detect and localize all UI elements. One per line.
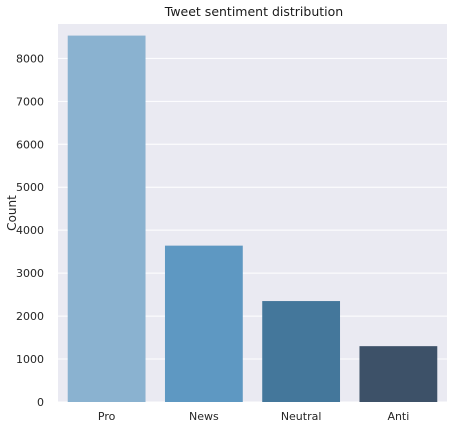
- bars: [67, 35, 438, 403]
- bar-neutral: [262, 301, 341, 402]
- x-tick-label: News: [189, 410, 219, 423]
- y-tick-label: 3000: [16, 267, 44, 280]
- x-tick-label: Neutral: [281, 410, 322, 423]
- y-tick-label: 8000: [16, 52, 44, 65]
- x-tick-label: Pro: [98, 410, 116, 423]
- y-tick-label: 0: [37, 396, 44, 409]
- y-tick-label: 7000: [16, 95, 44, 108]
- bar-anti: [359, 346, 438, 402]
- y-tick-label: 6000: [16, 138, 44, 151]
- x-tick-label: Anti: [387, 410, 409, 423]
- y-tick-labels: 0 1000 2000 3000 4000 5000 6000 7000 8000: [16, 52, 44, 409]
- y-tick-label: 1000: [16, 353, 44, 366]
- y-tick-label: 4000: [16, 224, 44, 237]
- bar-news: [164, 245, 243, 402]
- chart-title: Tweet sentiment distribution: [164, 4, 343, 19]
- y-axis-label: Count: [5, 195, 19, 231]
- bar-pro: [67, 35, 146, 403]
- x-tick-labels: Pro News Neutral Anti: [98, 410, 409, 423]
- y-tick-label: 5000: [16, 181, 44, 194]
- y-tick-label: 2000: [16, 310, 44, 323]
